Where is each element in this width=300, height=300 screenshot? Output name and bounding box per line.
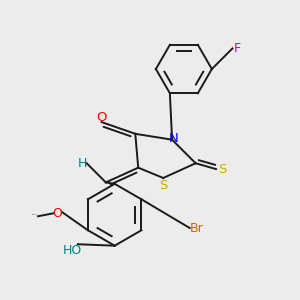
Text: Br: Br <box>190 221 204 235</box>
Text: O: O <box>96 111 107 124</box>
Text: HO: HO <box>62 244 82 256</box>
Text: methoxy: methoxy <box>32 214 38 215</box>
Text: O: O <box>52 207 62 220</box>
Text: N: N <box>169 132 178 145</box>
Text: S: S <box>159 179 167 192</box>
Text: H: H <box>78 157 87 170</box>
Text: F: F <box>233 42 240 55</box>
Text: S: S <box>218 163 227 176</box>
